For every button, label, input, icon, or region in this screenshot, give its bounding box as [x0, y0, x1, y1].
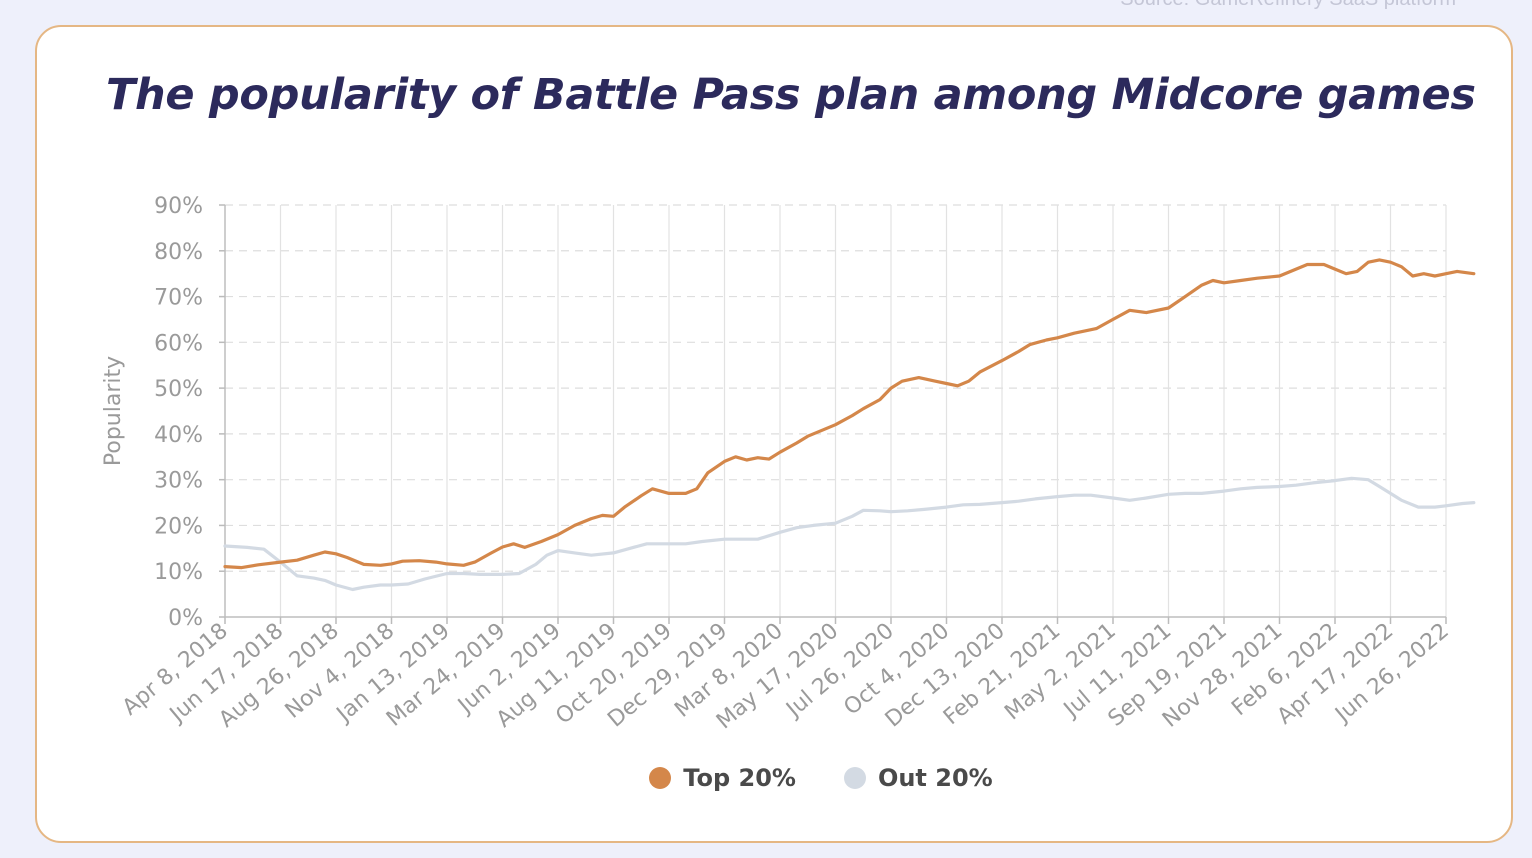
- legend-swatch: [649, 767, 672, 789]
- y-tick-label: 30%: [154, 469, 203, 494]
- chart-title: The popularity of Battle Pass plan among…: [106, 70, 1476, 120]
- y-tick-label: 60%: [154, 331, 203, 356]
- axis-layer: [219, 204, 1447, 624]
- legend-item: Top 20%: [649, 764, 796, 792]
- legend-swatch: [843, 767, 866, 789]
- series-line-out-20: [223, 476, 1476, 592]
- series-layer: [223, 258, 1476, 592]
- y-tick-label: 90%: [154, 194, 203, 219]
- y-tick-label: 50%: [154, 377, 203, 402]
- y-tick-label: 80%: [154, 240, 203, 265]
- chart-legend: Top 20% Out 20%: [0, 764, 1532, 792]
- grid-layer: [225, 204, 1447, 617]
- y-tick-label: 40%: [154, 423, 203, 448]
- legend-item: Out 20%: [843, 764, 993, 792]
- legend-label: Top 20%: [683, 764, 796, 792]
- y-tick-label: 70%: [154, 286, 203, 311]
- series-line-top-20: [223, 258, 1476, 570]
- y-tick-label: 0%: [168, 606, 203, 631]
- y-tick-label: 10%: [154, 560, 203, 585]
- y-axis-label: Popularity: [101, 356, 126, 466]
- source-note: Source: GameRefinery SaaS platform: [1120, 0, 1456, 11]
- y-tick-label: 20%: [154, 514, 203, 539]
- legend-label: Out 20%: [877, 764, 993, 792]
- label-layer: 0%10%20%30%40%50%60%70%80%90%Apr 8, 2018…: [101, 194, 1454, 734]
